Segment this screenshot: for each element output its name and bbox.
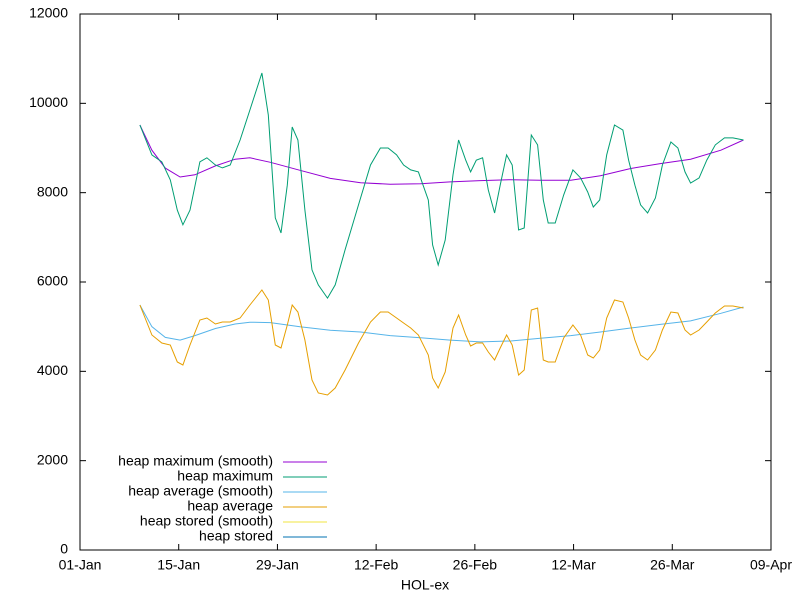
y-tick-label: 2000: [37, 451, 68, 467]
y-tick-label: 0: [60, 541, 68, 557]
series-line: [139, 289, 744, 396]
y-tick-label: 12000: [29, 5, 68, 21]
x-tick-label: 01-Jan: [59, 557, 102, 573]
x-tick-label: 12-Feb: [354, 557, 399, 573]
legend-label: heap stored: [199, 528, 273, 544]
series-line: [139, 72, 744, 300]
legend-label: heap stored (smooth): [140, 513, 273, 529]
x-tick-label: 29-Jan: [256, 557, 299, 573]
series-line: [139, 124, 744, 185]
series-line: [139, 304, 744, 343]
y-tick-label: 10000: [29, 94, 68, 110]
x-tick-label: 09-Apr: [750, 557, 792, 573]
y-tick-label: 4000: [37, 362, 68, 378]
x-tick-label: 12-Mar: [551, 557, 596, 573]
x-tick-label: 26-Mar: [650, 557, 695, 573]
x-tick-label: 15-Jan: [157, 557, 200, 573]
y-tick-label: 8000: [37, 183, 68, 199]
y-tick-label: 6000: [37, 273, 68, 289]
legend-label: heap maximum (smooth): [118, 453, 273, 469]
legend-label: heap average (smooth): [128, 483, 273, 499]
legend-label: heap maximum: [177, 468, 273, 484]
x-tick-label: 26-Feb: [453, 557, 498, 573]
x-axis-label: HOL-ex: [401, 577, 449, 593]
legend-label: heap average: [187, 498, 273, 514]
